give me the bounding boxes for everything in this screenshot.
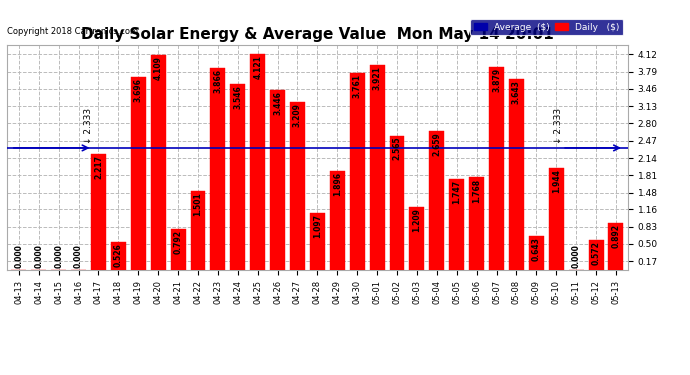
Text: ↓ 2.333: ↓ 2.333 (554, 108, 563, 144)
Bar (509, 80, 524, 270)
Bar (390, 136, 404, 270)
Text: 1.501: 1.501 (193, 192, 202, 216)
Text: 3.921: 3.921 (373, 66, 382, 90)
Bar (609, 224, 624, 270)
Text: 0.000: 0.000 (54, 244, 63, 268)
Text: 3.546: 3.546 (233, 86, 242, 109)
Text: 1.097: 1.097 (313, 214, 322, 238)
Title: Daily Solar Energy & Average Value  Mon May 14 20:01: Daily Solar Energy & Average Value Mon M… (81, 27, 554, 42)
Text: 3.446: 3.446 (273, 91, 282, 115)
Bar (290, 102, 305, 270)
Text: 3.209: 3.209 (293, 103, 302, 127)
Bar (469, 177, 484, 270)
Text: 1.896: 1.896 (333, 172, 342, 196)
Text: 2.659: 2.659 (433, 132, 442, 156)
Text: 2.217: 2.217 (94, 155, 103, 179)
Text: 0.643: 0.643 (532, 237, 541, 261)
Text: 2.565: 2.565 (393, 137, 402, 160)
Text: 0.526: 0.526 (114, 243, 123, 267)
Bar (170, 228, 186, 270)
Bar (489, 67, 504, 270)
Text: Copyright 2018 Cartronics.com: Copyright 2018 Cartronics.com (7, 27, 138, 36)
Text: 1.768: 1.768 (472, 178, 481, 203)
Bar (310, 213, 325, 270)
Bar (270, 90, 285, 270)
Bar (449, 178, 464, 270)
Text: 1.747: 1.747 (452, 180, 461, 204)
Text: 3.643: 3.643 (512, 80, 521, 104)
Legend: Average  ($), Daily   ($): Average ($), Daily ($) (470, 19, 623, 35)
Bar (549, 168, 564, 270)
Bar (250, 54, 265, 270)
Text: 4.121: 4.121 (253, 56, 262, 79)
Text: 0.000: 0.000 (571, 244, 581, 268)
Bar (91, 154, 106, 270)
Text: 0.892: 0.892 (611, 224, 620, 248)
Bar (350, 73, 365, 270)
Text: 3.879: 3.879 (492, 68, 501, 92)
Bar (409, 207, 424, 270)
Text: 4.109: 4.109 (154, 56, 163, 80)
Bar (230, 84, 245, 270)
Bar (131, 76, 146, 270)
Bar (150, 55, 166, 270)
Bar (370, 65, 384, 270)
Text: 0.572: 0.572 (591, 241, 600, 265)
Text: 3.696: 3.696 (134, 78, 143, 102)
Text: 3.866: 3.866 (213, 69, 222, 93)
Text: 0.000: 0.000 (34, 244, 43, 268)
Text: 1.209: 1.209 (413, 208, 422, 232)
Text: 0.000: 0.000 (74, 244, 83, 268)
Text: 0.000: 0.000 (14, 244, 23, 268)
Bar (589, 240, 604, 270)
Bar (330, 171, 345, 270)
Bar (210, 68, 226, 270)
Text: ↓ 2.333: ↓ 2.333 (84, 108, 93, 144)
Bar (429, 131, 444, 270)
Bar (529, 236, 544, 270)
Bar (190, 192, 206, 270)
Text: 3.761: 3.761 (353, 74, 362, 98)
Text: 0.792: 0.792 (174, 230, 183, 254)
Bar (111, 243, 126, 270)
Text: 1.944: 1.944 (552, 170, 561, 193)
